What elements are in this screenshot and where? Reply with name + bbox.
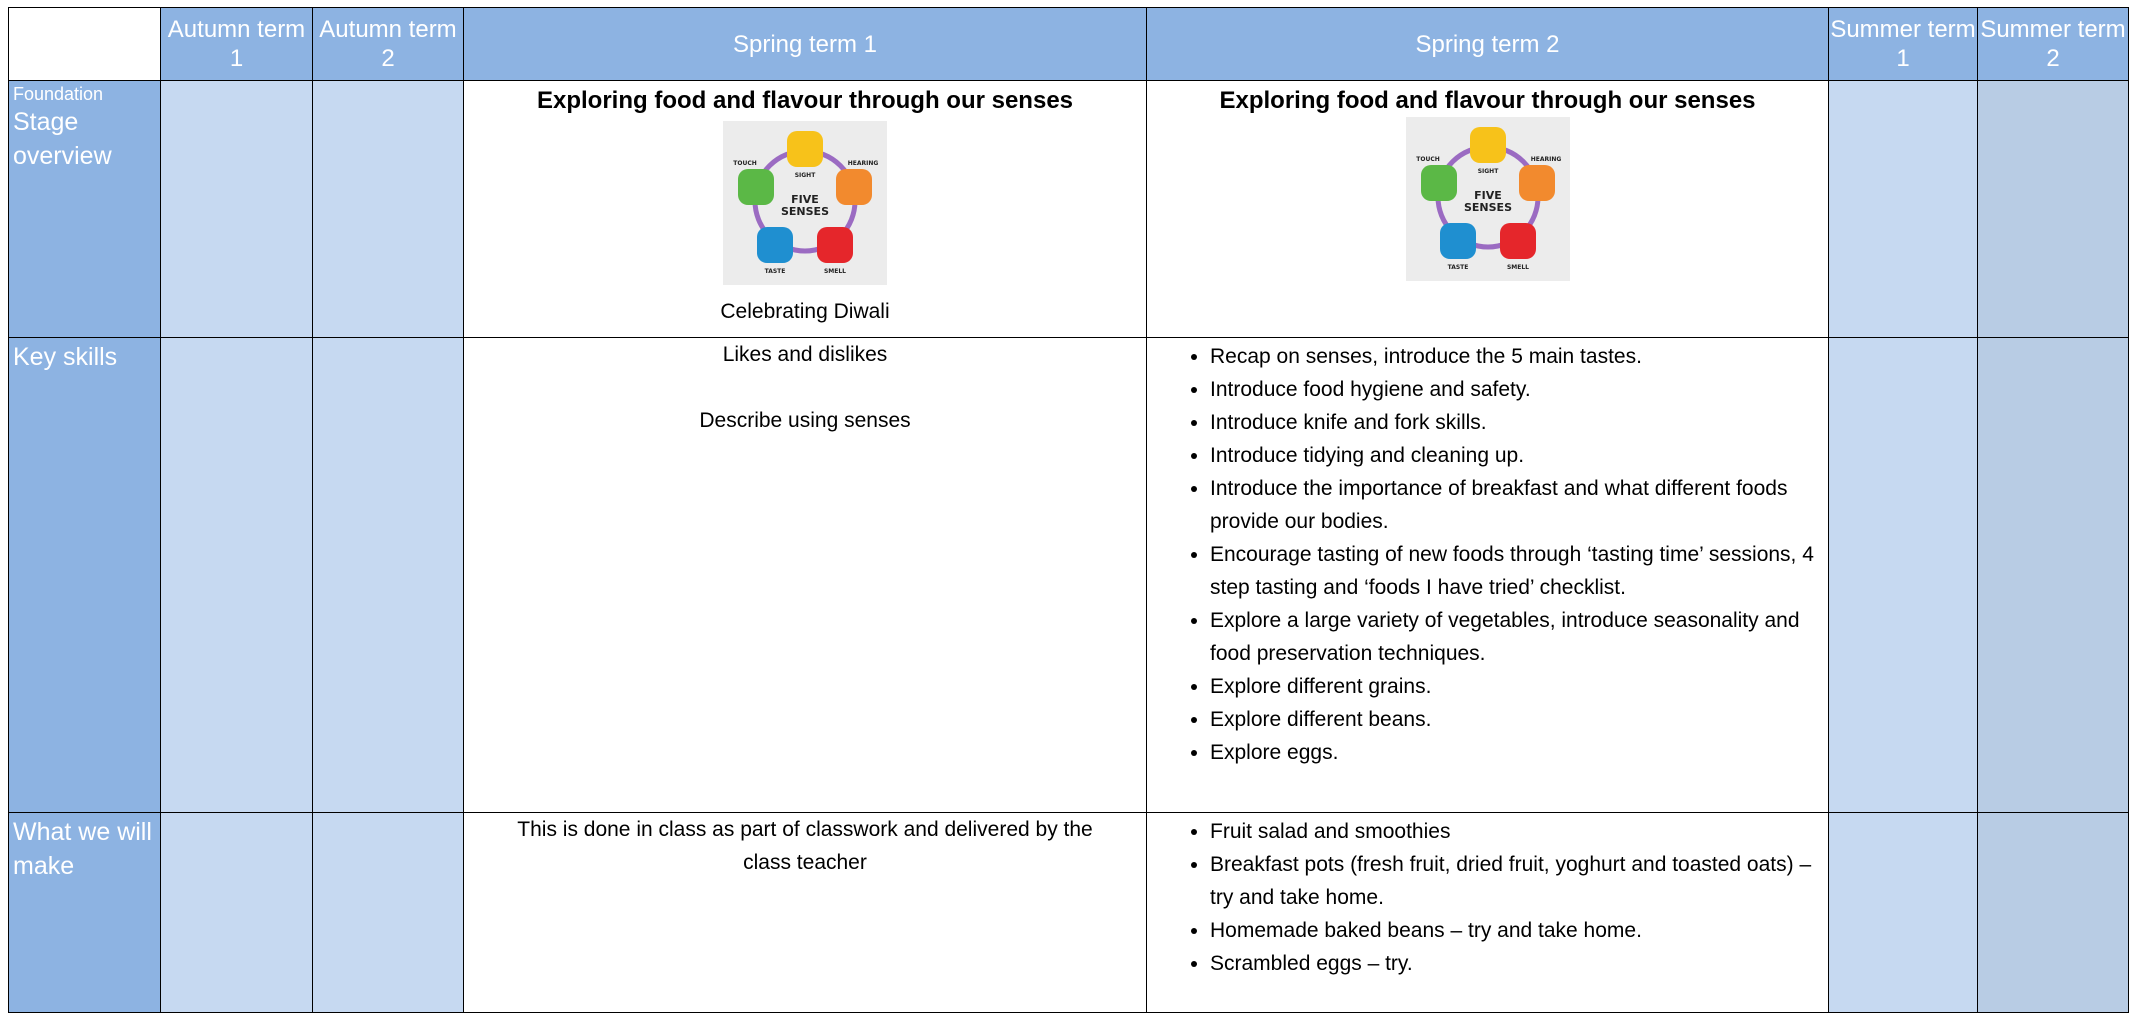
cell: Exploring food and flavour through our s… <box>1146 80 1829 338</box>
sense-icon <box>757 227 793 263</box>
cell-heading: Exploring food and flavour through our s… <box>1219 87 1756 114</box>
empty-cell <box>160 337 313 813</box>
bullet-item: Explore different grains. <box>1210 670 1828 703</box>
sense-label: TASTE <box>765 268 786 275</box>
sense-icon <box>836 169 872 205</box>
empty-cell <box>1977 80 2129 338</box>
row: What we will make This is done in class … <box>8 812 2129 1013</box>
bullet-item: Encourage tasting of new foods through ‘… <box>1210 538 1828 604</box>
bullet-item: Recap on senses, introduce the 5 main ta… <box>1210 340 1828 373</box>
row-label: Key skills <box>8 337 161 813</box>
sense-label: SMELL <box>824 268 846 275</box>
sense-label: SIGHT <box>795 172 817 179</box>
row-label-text: Stage overview <box>13 108 112 170</box>
cell-text: Likes and dislikes <box>722 343 888 366</box>
sense-icon <box>738 169 774 205</box>
bullet-item: Introduce knife and fork skills. <box>1210 406 1828 439</box>
cell-text: Describe using senses <box>699 409 911 432</box>
empty-cell <box>160 812 313 1013</box>
bullet-item: Explore eggs. <box>1210 736 1828 769</box>
cell: Exploring food and flavour through our s… <box>463 80 1147 338</box>
row: Foundation Stage overview Exploring food … <box>8 80 2129 338</box>
bullet-list: Recap on senses, introduce the 5 main ta… <box>1147 340 1828 769</box>
empty-cell <box>160 80 313 338</box>
sense-label: TASTE <box>1447 264 1468 271</box>
senses-title: SENSES <box>781 205 829 218</box>
senses-title: FIVE <box>1474 189 1502 202</box>
bullet-item: Scrambled eggs – try. <box>1210 947 1828 980</box>
empty-cell <box>312 80 464 338</box>
bullet-item: Introduce tidying and cleaning up. <box>1210 439 1828 472</box>
empty-cell <box>312 337 464 813</box>
bullet-item: Breakfast pots (fresh fruit, dried fruit… <box>1210 848 1828 914</box>
cell-heading: Exploring food and flavour through our s… <box>536 87 1074 114</box>
bullet-item: Homemade baked beans – try and take home… <box>1210 914 1828 947</box>
column-header: Autumn term 1 <box>160 7 313 81</box>
bullet-item: Introduce the importance of breakfast an… <box>1210 472 1828 538</box>
column-header: Autumn term 2 <box>312 7 464 81</box>
corner-cell <box>8 7 161 81</box>
row-label-small: Foundation <box>13 84 104 104</box>
sense-icon <box>817 227 853 263</box>
sense-icon <box>1439 223 1476 259</box>
bullet-item: Fruit salad and smoothies <box>1210 815 1828 848</box>
sense-label: SMELL <box>1506 264 1528 271</box>
empty-cell <box>1977 812 2129 1013</box>
row: Key skills Likes and dislikes Describe us… <box>8 337 2129 813</box>
sense-icon <box>1420 165 1457 201</box>
sense-label: HEARING <box>1530 156 1561 163</box>
column-header: Summer term 2 <box>1977 7 2129 81</box>
bullet-item: Explore different beans. <box>1210 703 1828 736</box>
page: Autumn term 1 Autumn term 2 Spring term … <box>0 0 2138 976</box>
column-header: Spring term 2 <box>1146 7 1829 81</box>
bullet-item: Introduce food hygiene and safety. <box>1210 373 1828 406</box>
column-header: Spring term 1 <box>463 7 1147 81</box>
empty-cell <box>1977 337 2129 813</box>
sense-icon <box>1469 127 1506 163</box>
sense-icon <box>787 131 823 167</box>
sense-icon <box>1518 165 1555 201</box>
sense-label: HEARING <box>848 160 879 167</box>
senses-graphic: SIGHT HEARING SMELL TASTE TOUCH FIVE SENSES <box>464 121 1146 287</box>
sense-label: SIGHT <box>1477 168 1499 175</box>
senses-title: FIVE <box>791 193 819 206</box>
cell-text: This is done in class as part of classwo… <box>517 818 1093 874</box>
column-header: Summer term 1 <box>1828 7 1978 81</box>
bullet-item: Explore a large variety of vegetables, i… <box>1210 604 1828 670</box>
sense-label: TOUCH <box>1416 156 1440 163</box>
empty-cell <box>1828 337 1978 813</box>
cell: Recap on senses, introduce the 5 main ta… <box>1146 337 1829 813</box>
empty-cell <box>1828 80 1978 338</box>
empty-cell <box>312 812 464 1013</box>
senses-title: SENSES <box>1463 201 1511 214</box>
row-label: What we will make <box>8 812 161 1013</box>
sense-label: TOUCH <box>733 160 757 167</box>
row-label: Foundation Stage overview <box>8 80 161 338</box>
cell: Likes and dislikes Describe using senses <box>463 337 1147 813</box>
senses-graphic: SIGHT HEARING SMELL TASTE TOUCH FIVE SENSES <box>1147 117 1828 283</box>
sense-icon <box>1499 223 1536 259</box>
cell-caption: Celebrating Diwali <box>720 300 890 323</box>
header-row: Autumn term 1 Autumn term 2 Spring term … <box>8 7 2129 81</box>
cell: This is done in class as part of classwo… <box>463 812 1147 1013</box>
empty-cell <box>1828 812 1978 1013</box>
cell: Fruit salad and smoothiesBreakfast pots … <box>1146 812 1829 1013</box>
bullet-list: Fruit salad and smoothiesBreakfast pots … <box>1147 815 1828 980</box>
curriculum-table: Autumn term 1 Autumn term 2 Spring term … <box>8 7 2129 1013</box>
